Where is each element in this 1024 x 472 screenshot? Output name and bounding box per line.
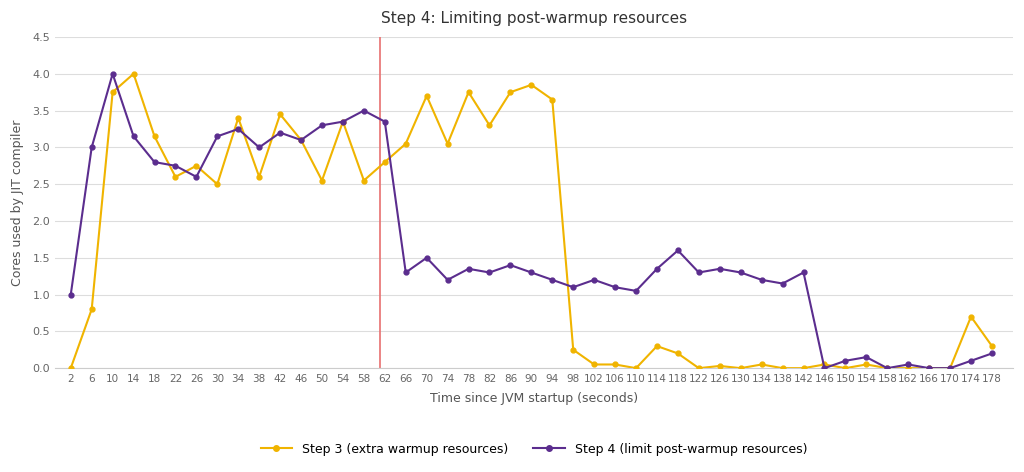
Step 4 (limit post-warmup resources) — [127, 134, 139, 139]
Step 4 (limit post-warmup resources) — [944, 365, 956, 371]
Step 3 (extra warmup resources) — [86, 306, 98, 312]
Step 4 (limit post-warmup resources) — [190, 174, 203, 180]
Step 3 (extra warmup resources) — [190, 163, 203, 169]
Step 3 (extra warmup resources) — [840, 365, 852, 371]
Step 3 (extra warmup resources) — [525, 82, 538, 88]
Title: Step 4: Limiting post-warmup resources: Step 4: Limiting post-warmup resources — [381, 11, 687, 26]
Step 3 (extra warmup resources) — [798, 365, 810, 371]
Step 3 (extra warmup resources) — [567, 347, 580, 353]
Step 4 (limit post-warmup resources) — [776, 281, 788, 287]
Step 3 (extra warmup resources) — [734, 365, 746, 371]
Legend: Step 3 (extra warmup resources), Step 4 (limit post-warmup resources): Step 3 (extra warmup resources), Step 4 … — [256, 438, 812, 461]
Step 4 (limit post-warmup resources) — [86, 144, 98, 150]
Step 4 (limit post-warmup resources) — [483, 270, 496, 275]
Step 4 (limit post-warmup resources) — [923, 365, 935, 371]
Step 4 (limit post-warmup resources) — [546, 277, 558, 283]
Step 3 (extra warmup resources) — [315, 177, 328, 183]
Step 4 (limit post-warmup resources) — [357, 108, 370, 113]
Step 3 (extra warmup resources) — [692, 365, 705, 371]
Step 3 (extra warmup resources) — [274, 111, 287, 117]
Step 4 (limit post-warmup resources) — [986, 351, 998, 356]
Step 4 (limit post-warmup resources) — [525, 270, 538, 275]
Step 3 (extra warmup resources) — [881, 365, 893, 371]
Step 3 (extra warmup resources) — [630, 365, 642, 371]
Step 4 (limit post-warmup resources) — [672, 248, 684, 253]
Step 3 (extra warmup resources) — [504, 89, 516, 95]
Step 3 (extra warmup resources) — [253, 174, 265, 180]
Step 3 (extra warmup resources) — [986, 343, 998, 349]
Step 3 (extra warmup resources) — [463, 89, 475, 95]
Y-axis label: Cores used by JIT compiler: Cores used by JIT compiler — [11, 119, 25, 286]
Step 3 (extra warmup resources) — [295, 137, 307, 143]
Step 4 (limit post-warmup resources) — [148, 159, 161, 165]
Step 4 (limit post-warmup resources) — [840, 358, 852, 363]
Step 3 (extra warmup resources) — [127, 71, 139, 76]
Step 3 (extra warmup resources) — [65, 365, 77, 371]
Step 3 (extra warmup resources) — [651, 343, 664, 349]
Step 3 (extra warmup resources) — [714, 363, 726, 369]
Step 3 (extra warmup resources) — [923, 365, 935, 371]
Step 4 (limit post-warmup resources) — [756, 277, 768, 283]
Step 4 (limit post-warmup resources) — [818, 365, 830, 371]
Step 3 (extra warmup resources) — [609, 362, 622, 367]
Step 3 (extra warmup resources) — [818, 362, 830, 367]
Step 3 (extra warmup resources) — [776, 365, 788, 371]
Step 4 (limit post-warmup resources) — [106, 71, 119, 76]
Step 4 (limit post-warmup resources) — [274, 130, 287, 135]
Step 4 (limit post-warmup resources) — [253, 144, 265, 150]
Step 4 (limit post-warmup resources) — [65, 292, 77, 297]
Step 4 (limit post-warmup resources) — [902, 362, 914, 367]
Step 4 (limit post-warmup resources) — [860, 354, 872, 360]
Step 4 (limit post-warmup resources) — [588, 277, 600, 283]
Step 4 (limit post-warmup resources) — [441, 277, 454, 283]
Step 4 (limit post-warmup resources) — [399, 270, 412, 275]
Step 4 (limit post-warmup resources) — [881, 365, 893, 371]
Step 3 (extra warmup resources) — [965, 314, 977, 320]
Step 3 (extra warmup resources) — [148, 134, 161, 139]
Step 3 (extra warmup resources) — [106, 89, 119, 95]
Step 3 (extra warmup resources) — [379, 159, 391, 165]
Step 4 (limit post-warmup resources) — [567, 284, 580, 290]
Step 3 (extra warmup resources) — [337, 119, 349, 125]
X-axis label: Time since JVM startup (seconds): Time since JVM startup (seconds) — [430, 392, 638, 405]
Step 3 (extra warmup resources) — [944, 365, 956, 371]
Step 3 (extra warmup resources) — [399, 141, 412, 146]
Step 3 (extra warmup resources) — [672, 351, 684, 356]
Line: Step 4 (limit post-warmup resources): Step 4 (limit post-warmup resources) — [69, 71, 994, 371]
Step 3 (extra warmup resources) — [421, 93, 433, 99]
Step 3 (extra warmup resources) — [860, 362, 872, 367]
Step 4 (limit post-warmup resources) — [965, 358, 977, 363]
Line: Step 3 (extra warmup resources): Step 3 (extra warmup resources) — [69, 71, 994, 371]
Step 4 (limit post-warmup resources) — [232, 126, 245, 132]
Step 3 (extra warmup resources) — [902, 365, 914, 371]
Step 4 (limit post-warmup resources) — [337, 119, 349, 125]
Step 3 (extra warmup resources) — [169, 174, 181, 180]
Step 4 (limit post-warmup resources) — [504, 262, 516, 268]
Step 3 (extra warmup resources) — [588, 362, 600, 367]
Step 3 (extra warmup resources) — [211, 181, 223, 187]
Step 3 (extra warmup resources) — [546, 97, 558, 102]
Step 4 (limit post-warmup resources) — [609, 284, 622, 290]
Step 3 (extra warmup resources) — [441, 141, 454, 146]
Step 4 (limit post-warmup resources) — [315, 122, 328, 128]
Step 4 (limit post-warmup resources) — [463, 266, 475, 272]
Step 4 (limit post-warmup resources) — [692, 270, 705, 275]
Step 3 (extra warmup resources) — [232, 115, 245, 121]
Step 3 (extra warmup resources) — [357, 177, 370, 183]
Step 4 (limit post-warmup resources) — [734, 270, 746, 275]
Step 4 (limit post-warmup resources) — [651, 266, 664, 272]
Step 4 (limit post-warmup resources) — [295, 137, 307, 143]
Step 4 (limit post-warmup resources) — [421, 255, 433, 261]
Step 4 (limit post-warmup resources) — [714, 266, 726, 272]
Step 4 (limit post-warmup resources) — [169, 163, 181, 169]
Step 4 (limit post-warmup resources) — [630, 288, 642, 294]
Step 4 (limit post-warmup resources) — [379, 119, 391, 125]
Step 3 (extra warmup resources) — [483, 122, 496, 128]
Step 3 (extra warmup resources) — [756, 362, 768, 367]
Step 4 (limit post-warmup resources) — [798, 270, 810, 275]
Step 4 (limit post-warmup resources) — [211, 134, 223, 139]
